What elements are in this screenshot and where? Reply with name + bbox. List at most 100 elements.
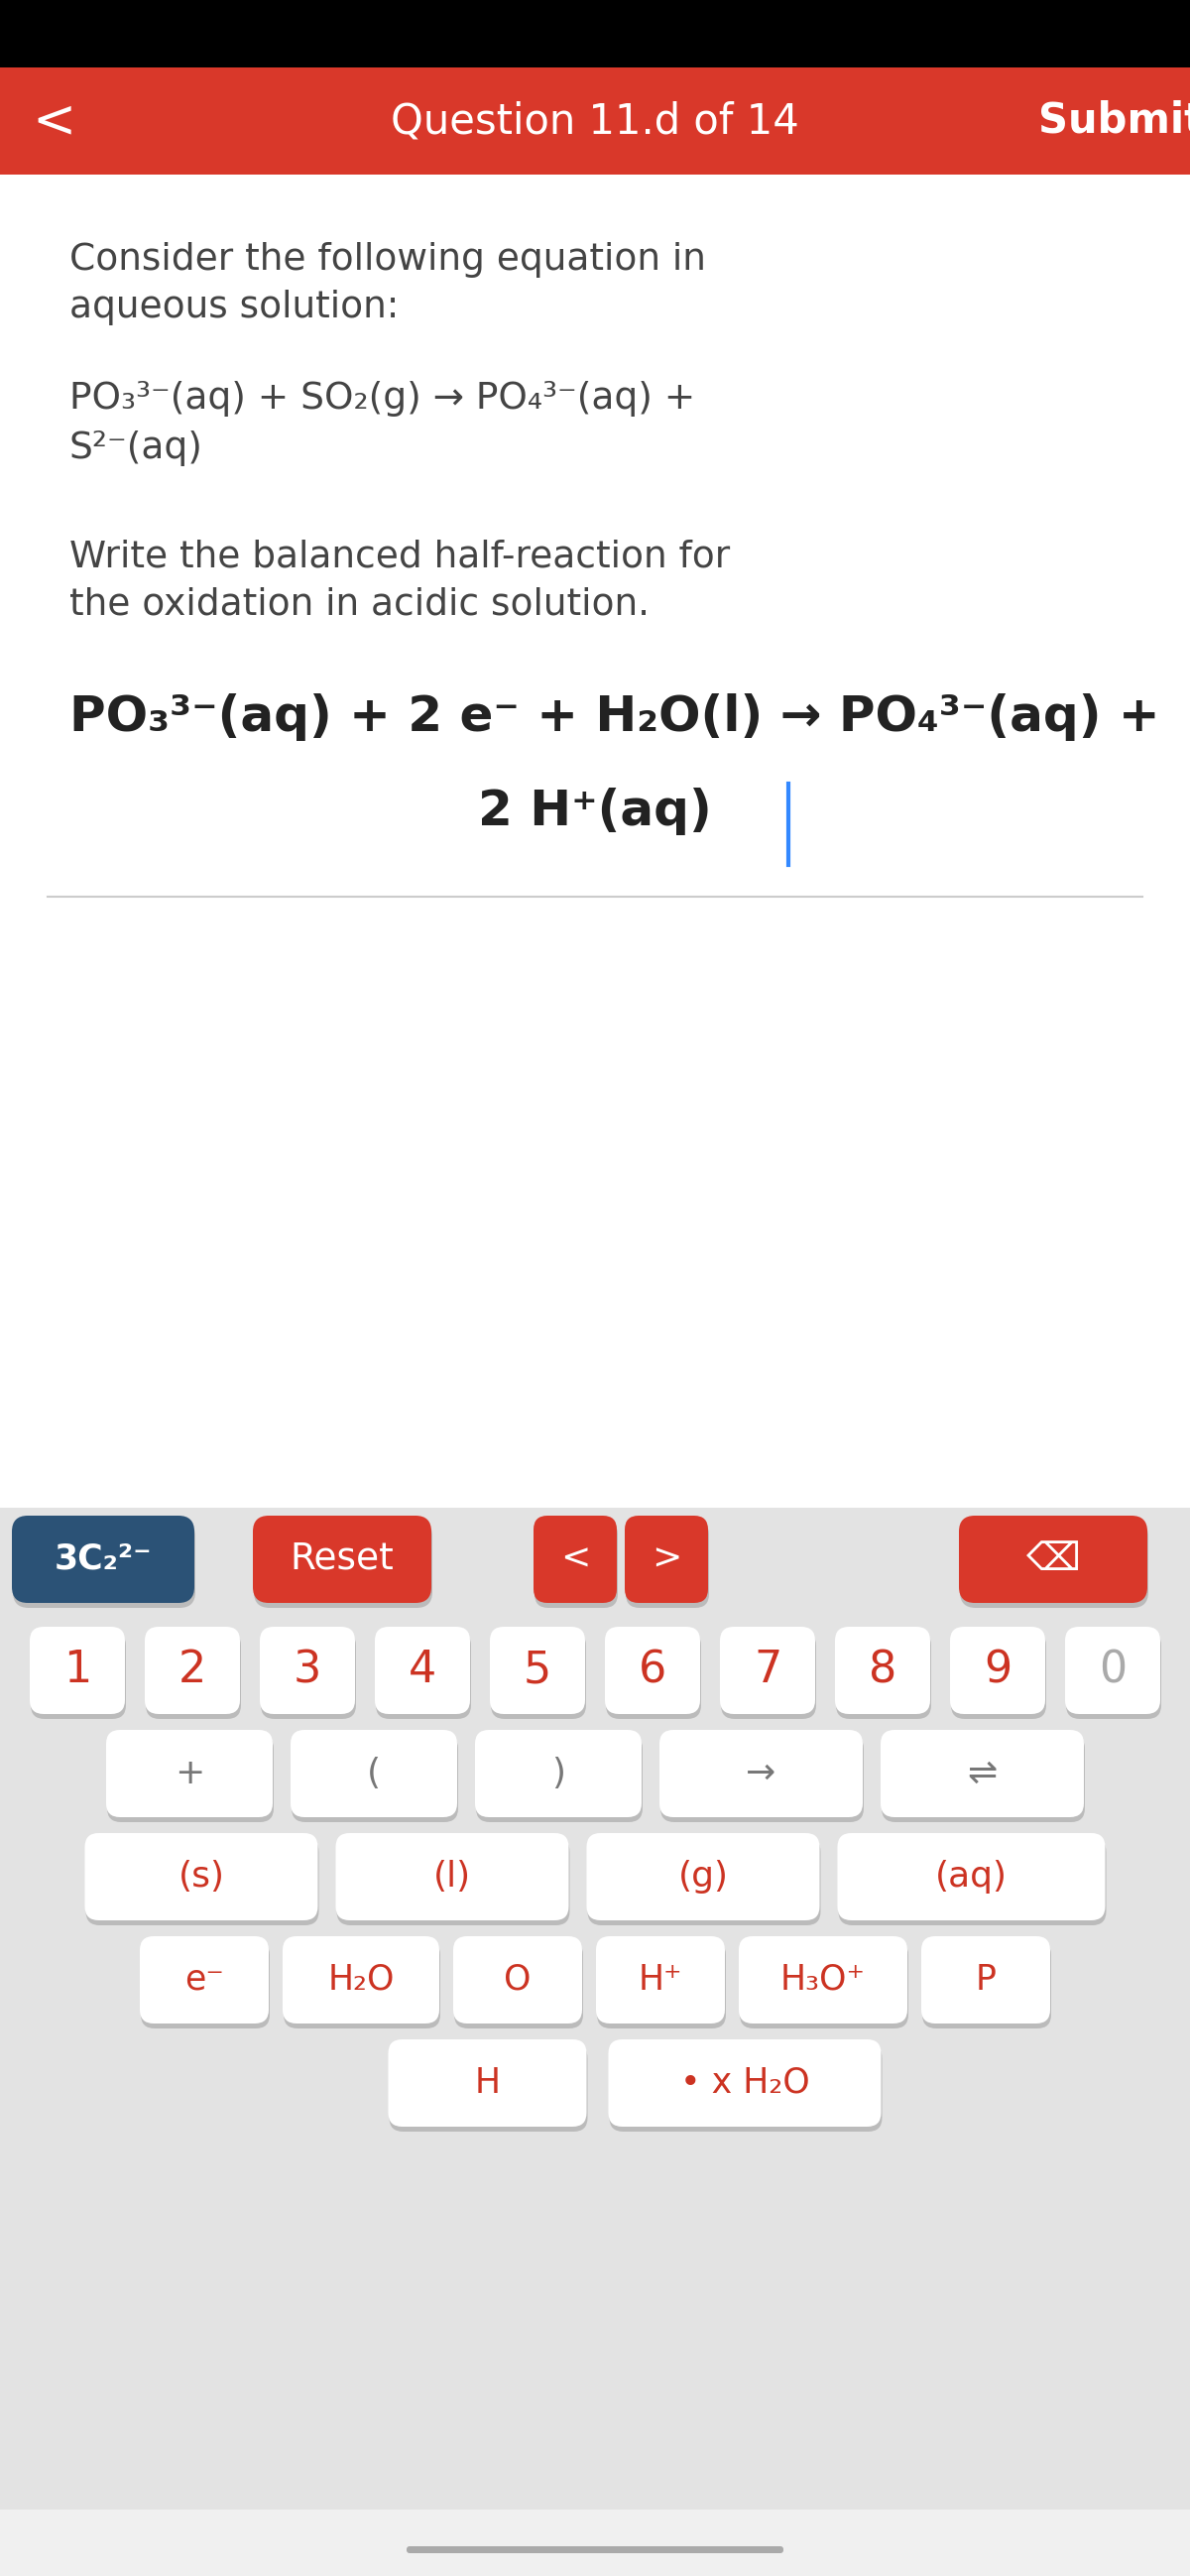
Text: 2 H⁺(aq): 2 H⁺(aq) (478, 788, 712, 835)
Text: ): ) (551, 1757, 565, 1790)
FancyBboxPatch shape (31, 1631, 126, 1718)
Text: e⁻: e⁻ (184, 1963, 224, 1996)
Text: <: < (560, 1543, 590, 1577)
Text: aqueous solution:: aqueous solution: (69, 289, 399, 325)
Text: Submit: Submit (1038, 100, 1190, 142)
FancyBboxPatch shape (389, 2045, 588, 2130)
Text: 3: 3 (294, 1649, 321, 1692)
FancyBboxPatch shape (596, 1937, 725, 2025)
FancyBboxPatch shape (835, 1625, 931, 1713)
Text: 3C₂²⁻: 3C₂²⁻ (55, 1543, 152, 1577)
Text: ⇌: ⇌ (967, 1757, 997, 1790)
FancyBboxPatch shape (605, 1625, 700, 1713)
Text: H₂O: H₂O (327, 1963, 394, 1996)
FancyBboxPatch shape (336, 1834, 569, 1919)
Text: the oxidation in acidic solution.: the oxidation in acidic solution. (69, 587, 650, 623)
FancyBboxPatch shape (475, 1731, 641, 1816)
FancyBboxPatch shape (337, 1839, 570, 1924)
Text: 2: 2 (178, 1649, 206, 1692)
FancyBboxPatch shape (533, 1515, 616, 1602)
FancyBboxPatch shape (609, 2045, 882, 2130)
FancyBboxPatch shape (1065, 1625, 1160, 1713)
Text: (aq): (aq) (935, 1860, 1008, 1893)
Text: S²⁻(aq): S²⁻(aq) (69, 430, 203, 466)
FancyBboxPatch shape (86, 1839, 319, 1924)
FancyBboxPatch shape (838, 1834, 1106, 1919)
Text: Write the balanced half-reaction for: Write the balanced half-reaction for (69, 538, 731, 574)
FancyBboxPatch shape (491, 1631, 587, 1718)
FancyBboxPatch shape (740, 1942, 908, 2027)
FancyBboxPatch shape (882, 1734, 1085, 1821)
Text: 7: 7 (753, 1649, 782, 1692)
Text: →: → (746, 1757, 776, 1790)
FancyBboxPatch shape (922, 1942, 1051, 2027)
Text: PO₃³⁻(aq) + 2 e⁻ + H₂O(l) → PO₄³⁻(aq) +: PO₃³⁻(aq) + 2 e⁻ + H₂O(l) → PO₄³⁻(aq) + (69, 693, 1160, 742)
FancyBboxPatch shape (283, 1937, 439, 2025)
FancyBboxPatch shape (659, 1731, 863, 1816)
FancyBboxPatch shape (253, 1520, 432, 1607)
FancyBboxPatch shape (145, 1625, 240, 1713)
Text: 4: 4 (408, 1649, 437, 1692)
FancyBboxPatch shape (290, 1731, 457, 1816)
Bar (0, 0, 1190, 67)
Text: 5: 5 (524, 1649, 551, 1692)
Text: (s): (s) (178, 1860, 225, 1893)
Text: Consider the following equation in: Consider the following equation in (69, 242, 706, 278)
FancyBboxPatch shape (476, 1734, 643, 1821)
Text: H⁺: H⁺ (638, 1963, 683, 1996)
FancyBboxPatch shape (140, 1937, 269, 2025)
FancyBboxPatch shape (107, 1734, 274, 1821)
FancyBboxPatch shape (587, 1834, 820, 1919)
Text: 1: 1 (63, 1649, 92, 1692)
FancyBboxPatch shape (261, 1631, 356, 1718)
Text: ⌫: ⌫ (1026, 1540, 1081, 1579)
FancyBboxPatch shape (259, 1625, 355, 1713)
FancyBboxPatch shape (534, 1520, 618, 1607)
Bar (0, 175, 1190, 1507)
Text: Reset: Reset (290, 1540, 394, 1577)
Text: O: O (505, 1963, 531, 1996)
FancyBboxPatch shape (721, 1631, 816, 1718)
FancyBboxPatch shape (597, 1942, 726, 2027)
FancyBboxPatch shape (608, 2040, 881, 2128)
Text: H: H (475, 2066, 500, 2099)
FancyBboxPatch shape (839, 1839, 1107, 1924)
Text: +: + (175, 1757, 205, 1790)
Text: P: P (976, 1963, 996, 1996)
Text: <: < (32, 95, 76, 147)
FancyBboxPatch shape (283, 1942, 440, 2027)
Bar (0, 67, 1190, 175)
FancyBboxPatch shape (388, 2040, 587, 2128)
FancyBboxPatch shape (626, 1520, 709, 1607)
FancyBboxPatch shape (739, 1937, 908, 2025)
FancyBboxPatch shape (140, 1942, 270, 2027)
Text: PO₃³⁻(aq) + SO₂(g) → PO₄³⁻(aq) +: PO₃³⁻(aq) + SO₂(g) → PO₄³⁻(aq) + (69, 381, 695, 417)
FancyBboxPatch shape (407, 2545, 783, 2553)
FancyBboxPatch shape (13, 1520, 195, 1607)
Text: H₃O⁺: H₃O⁺ (781, 1963, 866, 1996)
FancyBboxPatch shape (588, 1839, 821, 1924)
FancyBboxPatch shape (1066, 1631, 1161, 1718)
FancyBboxPatch shape (881, 1731, 1084, 1816)
FancyBboxPatch shape (950, 1625, 1045, 1713)
FancyBboxPatch shape (292, 1734, 458, 1821)
FancyBboxPatch shape (30, 1625, 125, 1713)
Text: (: ( (367, 1757, 381, 1790)
FancyBboxPatch shape (835, 1631, 932, 1718)
FancyBboxPatch shape (106, 1731, 273, 1816)
Text: >: > (651, 1543, 682, 1577)
FancyBboxPatch shape (12, 1515, 194, 1602)
Text: 6: 6 (639, 1649, 666, 1692)
Text: (l): (l) (433, 1860, 471, 1893)
FancyBboxPatch shape (376, 1631, 471, 1718)
Bar (0, 2509, 1190, 2576)
FancyBboxPatch shape (490, 1625, 585, 1713)
Bar (0, 1507, 1190, 2509)
FancyBboxPatch shape (921, 1937, 1051, 2025)
FancyBboxPatch shape (253, 1515, 432, 1602)
Text: 0: 0 (1098, 1649, 1127, 1692)
FancyBboxPatch shape (959, 1515, 1147, 1602)
FancyBboxPatch shape (84, 1834, 318, 1919)
Text: Question 11.d of 14: Question 11.d of 14 (390, 100, 800, 142)
FancyBboxPatch shape (453, 1937, 582, 2025)
